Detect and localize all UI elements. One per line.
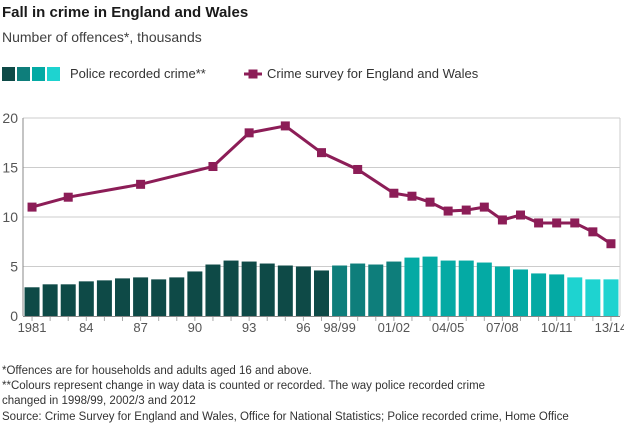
x-axis-label-1981: 1981 xyxy=(18,320,47,335)
footnotes: *Offences are for households and adults … xyxy=(2,364,518,409)
csew-point-1983 xyxy=(63,192,73,202)
bar-1982 xyxy=(42,284,58,316)
page-title: Fall in crime in England and Wales xyxy=(2,4,249,21)
x-axis-label-13/14: 13/14 xyxy=(595,320,624,335)
csew-point-1981 xyxy=(27,202,37,212)
bar-color-swatch-4-icon xyxy=(47,66,60,81)
csew-point-1987 xyxy=(136,179,146,189)
legend-crime-survey: Crime survey for England and Wales xyxy=(243,66,478,81)
bar-08/09 xyxy=(513,269,528,316)
bar-07/08 xyxy=(494,266,510,316)
y-axis-label-10: 10 xyxy=(2,209,18,225)
csew-point-99/00 xyxy=(353,164,363,174)
x-axis-label-90: 90 xyxy=(188,320,202,335)
y-axis-label-15: 15 xyxy=(2,160,18,176)
x-axis-label-84: 84 xyxy=(79,320,93,335)
bar-06/07 xyxy=(476,262,492,316)
bar-1995 xyxy=(277,265,293,316)
x-axis-label-04/05: 04/05 xyxy=(432,320,465,335)
csew-point-07/08 xyxy=(497,215,507,225)
bar-11/12 xyxy=(567,277,583,316)
bar-1989 xyxy=(169,277,185,316)
csew-point-12/13 xyxy=(588,227,598,237)
bar-09/10 xyxy=(531,273,547,316)
bar-1996 xyxy=(295,266,311,316)
bar-99/00 xyxy=(350,263,366,316)
legend-bars-label: Police recorded crime** xyxy=(70,66,206,81)
csew-point-05/06 xyxy=(461,205,471,215)
bar-1994 xyxy=(259,263,275,316)
bar-1987 xyxy=(133,277,149,316)
csew-point-06/07 xyxy=(479,202,489,212)
csew-line xyxy=(31,124,612,245)
bar-04/05 xyxy=(440,260,456,316)
x-axis-label-07/08: 07/08 xyxy=(486,320,519,335)
x-axis-label-98/99: 98/99 xyxy=(323,320,356,335)
csew-point-04/05 xyxy=(443,206,453,216)
x-axis-label-93: 93 xyxy=(242,320,256,335)
bar-1984 xyxy=(78,281,94,316)
footnote-colours: **Colours represent change in way data i… xyxy=(2,380,486,407)
legend-line-label: Crime survey for England and Wales xyxy=(267,66,479,81)
x-axis-label-10/11: 10/11 xyxy=(541,320,573,335)
bar-1985 xyxy=(96,280,112,316)
bar-1990 xyxy=(187,271,203,316)
bar-1991 xyxy=(205,264,221,316)
bar-color-swatch-3-icon xyxy=(32,66,45,81)
bar-1988 xyxy=(151,279,167,316)
bar-03/04 xyxy=(422,256,438,316)
bar-02/03 xyxy=(404,257,420,316)
bar-1986 xyxy=(115,278,130,316)
x-axis-label-01/02: 01/02 xyxy=(378,320,411,335)
page-subtitle: Number of offences*, thousands xyxy=(2,29,202,45)
bar-color-swatch-1-icon xyxy=(2,66,15,81)
csew-point-01/02 xyxy=(389,188,399,198)
csew-point-1991 xyxy=(208,162,218,172)
bar-1993 xyxy=(241,261,257,316)
y-axis-label-5: 5 xyxy=(10,259,18,275)
legend-police-recorded: Police recorded crime** xyxy=(2,66,206,81)
csew-point-1993 xyxy=(244,128,254,138)
bar-01/02 xyxy=(386,261,402,316)
csew-point-02/03 xyxy=(407,191,417,201)
footnote-offences: *Offences are for households and adults … xyxy=(2,365,312,377)
bar-10/11 xyxy=(549,274,565,316)
csew-point-13/14 xyxy=(606,239,616,249)
y-axis-label-20: 20 xyxy=(2,110,18,126)
x-axis-label-96: 96 xyxy=(296,320,310,335)
bar-12/13 xyxy=(585,279,601,316)
bar-color-swatch-2-icon xyxy=(17,66,30,81)
bar-05/06 xyxy=(458,260,474,316)
csew-point-08/09 xyxy=(516,210,525,220)
csew-point-09/10 xyxy=(534,218,544,228)
csew-point-10/11 xyxy=(552,218,562,228)
csew-point-03/04 xyxy=(425,197,435,207)
bar-13/14 xyxy=(603,279,619,316)
bar-1981 xyxy=(24,287,40,316)
y-axis-label-0: 0 xyxy=(10,308,18,324)
x-axis-label-87: 87 xyxy=(133,320,147,335)
bar-1992 xyxy=(223,260,239,316)
bar-00/01 xyxy=(368,264,384,316)
csew-point-1995 xyxy=(280,121,290,131)
csew-point-11/12 xyxy=(570,218,580,228)
csew-point-1997 xyxy=(317,148,326,158)
bar-98/99 xyxy=(332,265,348,316)
line-marker-icon xyxy=(244,69,262,78)
bar-1997 xyxy=(314,270,329,316)
source-line: Source: Crime Survey for England and Wal… xyxy=(2,411,569,423)
bar-1983 xyxy=(60,284,76,316)
